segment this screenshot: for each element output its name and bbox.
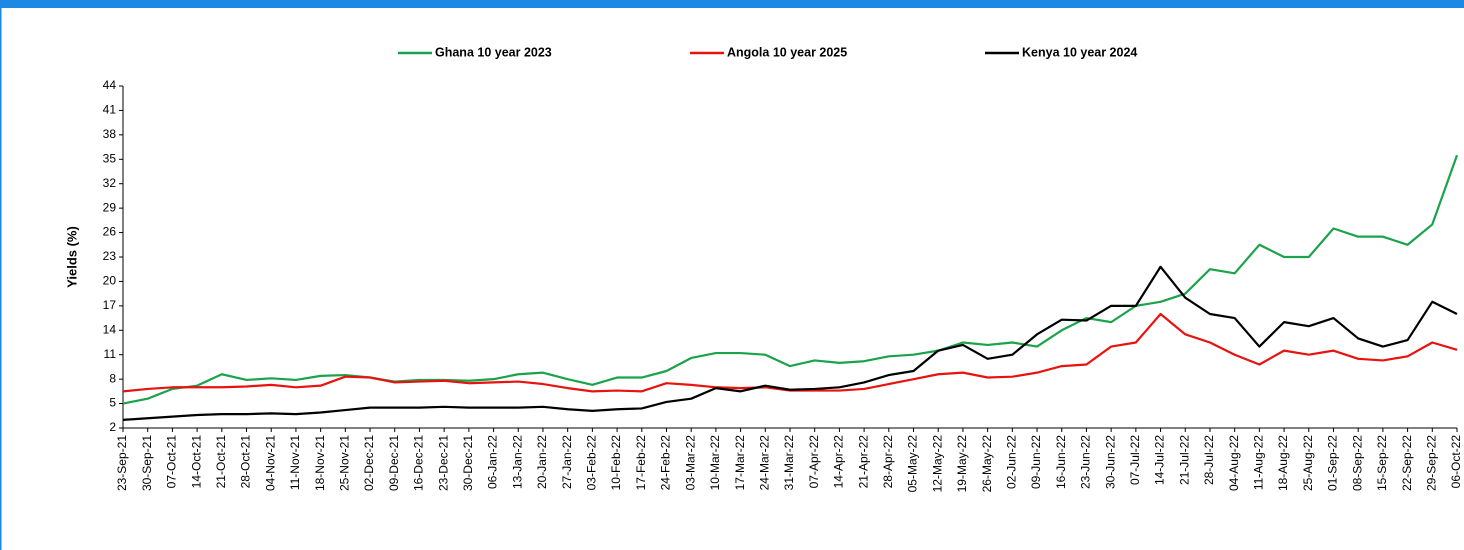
series-line	[122, 154, 1459, 405]
left-border	[0, 0, 2, 550]
y-tick-label: 14	[103, 322, 117, 336]
y-tick-label: 8	[109, 371, 116, 385]
x-tick-label: 30-Dec-21	[461, 435, 475, 491]
x-tick-label: 14-Oct-21	[189, 435, 203, 489]
x-tick-label: 28-Jul-22	[1202, 435, 1216, 485]
x-tick-label: 23-Jun-22	[1079, 435, 1093, 489]
series-line	[122, 265, 1458, 421]
x-tick-label: 25-Aug-22	[1301, 435, 1315, 491]
x-tick-label: 05-May-22	[906, 435, 920, 493]
y-tick-label: 32	[103, 176, 117, 190]
legend-label: Ghana 10 year 2023	[435, 45, 552, 59]
x-tick-label: 29-Sep-22	[1424, 435, 1438, 491]
x-tick-label: 01-Sep-22	[1326, 435, 1340, 491]
x-tick-label: 27-Jan-22	[560, 435, 574, 489]
x-tick-label: 11-Nov-21	[288, 435, 302, 490]
x-tick-label: 18-Nov-21	[313, 435, 327, 491]
legend-label: Angola 10 year 2025	[727, 45, 847, 59]
x-tick-label: 17-Mar-22	[733, 435, 747, 491]
y-tick-label: 17	[103, 298, 117, 312]
x-tick-label: 10-Mar-22	[708, 435, 722, 491]
x-tick-label: 22-Sep-22	[1400, 435, 1414, 491]
x-tick-label: 04-Aug-22	[1227, 435, 1241, 491]
x-tick-label: 17-Feb-22	[634, 435, 648, 491]
x-tick-label: 14-Jul-22	[1153, 435, 1167, 485]
x-tick-label: 25-Nov-21	[338, 435, 352, 491]
x-tick-label: 06-Oct-22	[1449, 435, 1463, 489]
x-tick-label: 26-May-22	[980, 435, 994, 493]
y-axis-label: Yields (%)	[64, 226, 79, 288]
y-tick-label: 41	[103, 103, 117, 117]
x-tick-label: 08-Sep-22	[1350, 435, 1364, 491]
y-tick-label: 23	[103, 249, 117, 263]
x-tick-label: 12-May-22	[930, 435, 944, 493]
x-tick-label: 24-Feb-22	[659, 435, 673, 491]
x-tick-label: 30-Jun-22	[1103, 435, 1117, 489]
y-tick-label: 38	[103, 127, 117, 141]
x-tick-label: 30-Sep-21	[140, 435, 154, 491]
y-tick-label: 26	[103, 225, 117, 239]
y-tick-label: 11	[104, 347, 117, 361]
y-tick-label: 35	[103, 151, 117, 165]
y-tick-label: 44	[103, 78, 117, 92]
x-tick-label: 15-Sep-22	[1375, 435, 1389, 491]
x-tick-label: 21-Jul-22	[1177, 435, 1191, 485]
y-tick-label: 29	[103, 200, 117, 214]
x-tick-label: 09-Dec-21	[387, 435, 401, 491]
x-tick-label: 28-Apr-22	[881, 435, 895, 489]
x-tick-label: 18-Aug-22	[1276, 435, 1290, 491]
x-tick-label: 28-Oct-21	[239, 435, 253, 489]
x-tick-label: 31-Mar-22	[782, 435, 796, 491]
x-tick-label: 21-Apr-22	[856, 435, 870, 489]
x-tick-label: 23-Dec-21	[436, 435, 450, 491]
x-tick-label: 16-Dec-21	[412, 435, 426, 491]
x-tick-label: 03-Feb-22	[585, 435, 599, 491]
x-tick-label: 02-Dec-21	[362, 435, 376, 491]
x-tick-label: 02-Jun-22	[1005, 435, 1019, 489]
x-tick-label: 07-Oct-21	[165, 435, 179, 489]
legend-label: Kenya 10 year 2024	[1022, 45, 1137, 59]
x-tick-label: 07-Apr-22	[807, 435, 821, 489]
series-line	[122, 312, 1458, 393]
x-tick-label: 19-May-22	[955, 435, 969, 493]
x-tick-label: 09-Jun-22	[1029, 435, 1043, 489]
x-tick-label: 13-Jan-22	[510, 435, 524, 489]
x-tick-label: 11-Aug-22	[1252, 435, 1266, 490]
x-tick-label: 23-Sep-21	[115, 435, 129, 491]
top-bar	[0, 0, 1464, 8]
y-tick-label: 2	[109, 420, 116, 434]
y-tick-label: 5	[109, 396, 116, 410]
x-tick-label: 20-Jan-22	[535, 435, 549, 489]
x-tick-label: 21-Oct-21	[214, 435, 228, 489]
y-tick-label: 20	[103, 274, 117, 288]
x-tick-label: 04-Nov-21	[263, 435, 277, 491]
x-tick-label: 16-Jun-22	[1054, 435, 1068, 489]
x-tick-label: 03-Mar-22	[683, 435, 697, 491]
x-tick-label: 14-Apr-22	[832, 435, 846, 489]
x-tick-label: 07-Jul-22	[1128, 435, 1142, 485]
x-tick-label: 24-Mar-22	[757, 435, 771, 491]
x-tick-label: 10-Feb-22	[609, 435, 623, 491]
legend: Ghana 10 year 2023 Angola 10 year 2025 Ken…	[398, 45, 1137, 59]
x-tick-label: 06-Jan-22	[486, 435, 500, 489]
